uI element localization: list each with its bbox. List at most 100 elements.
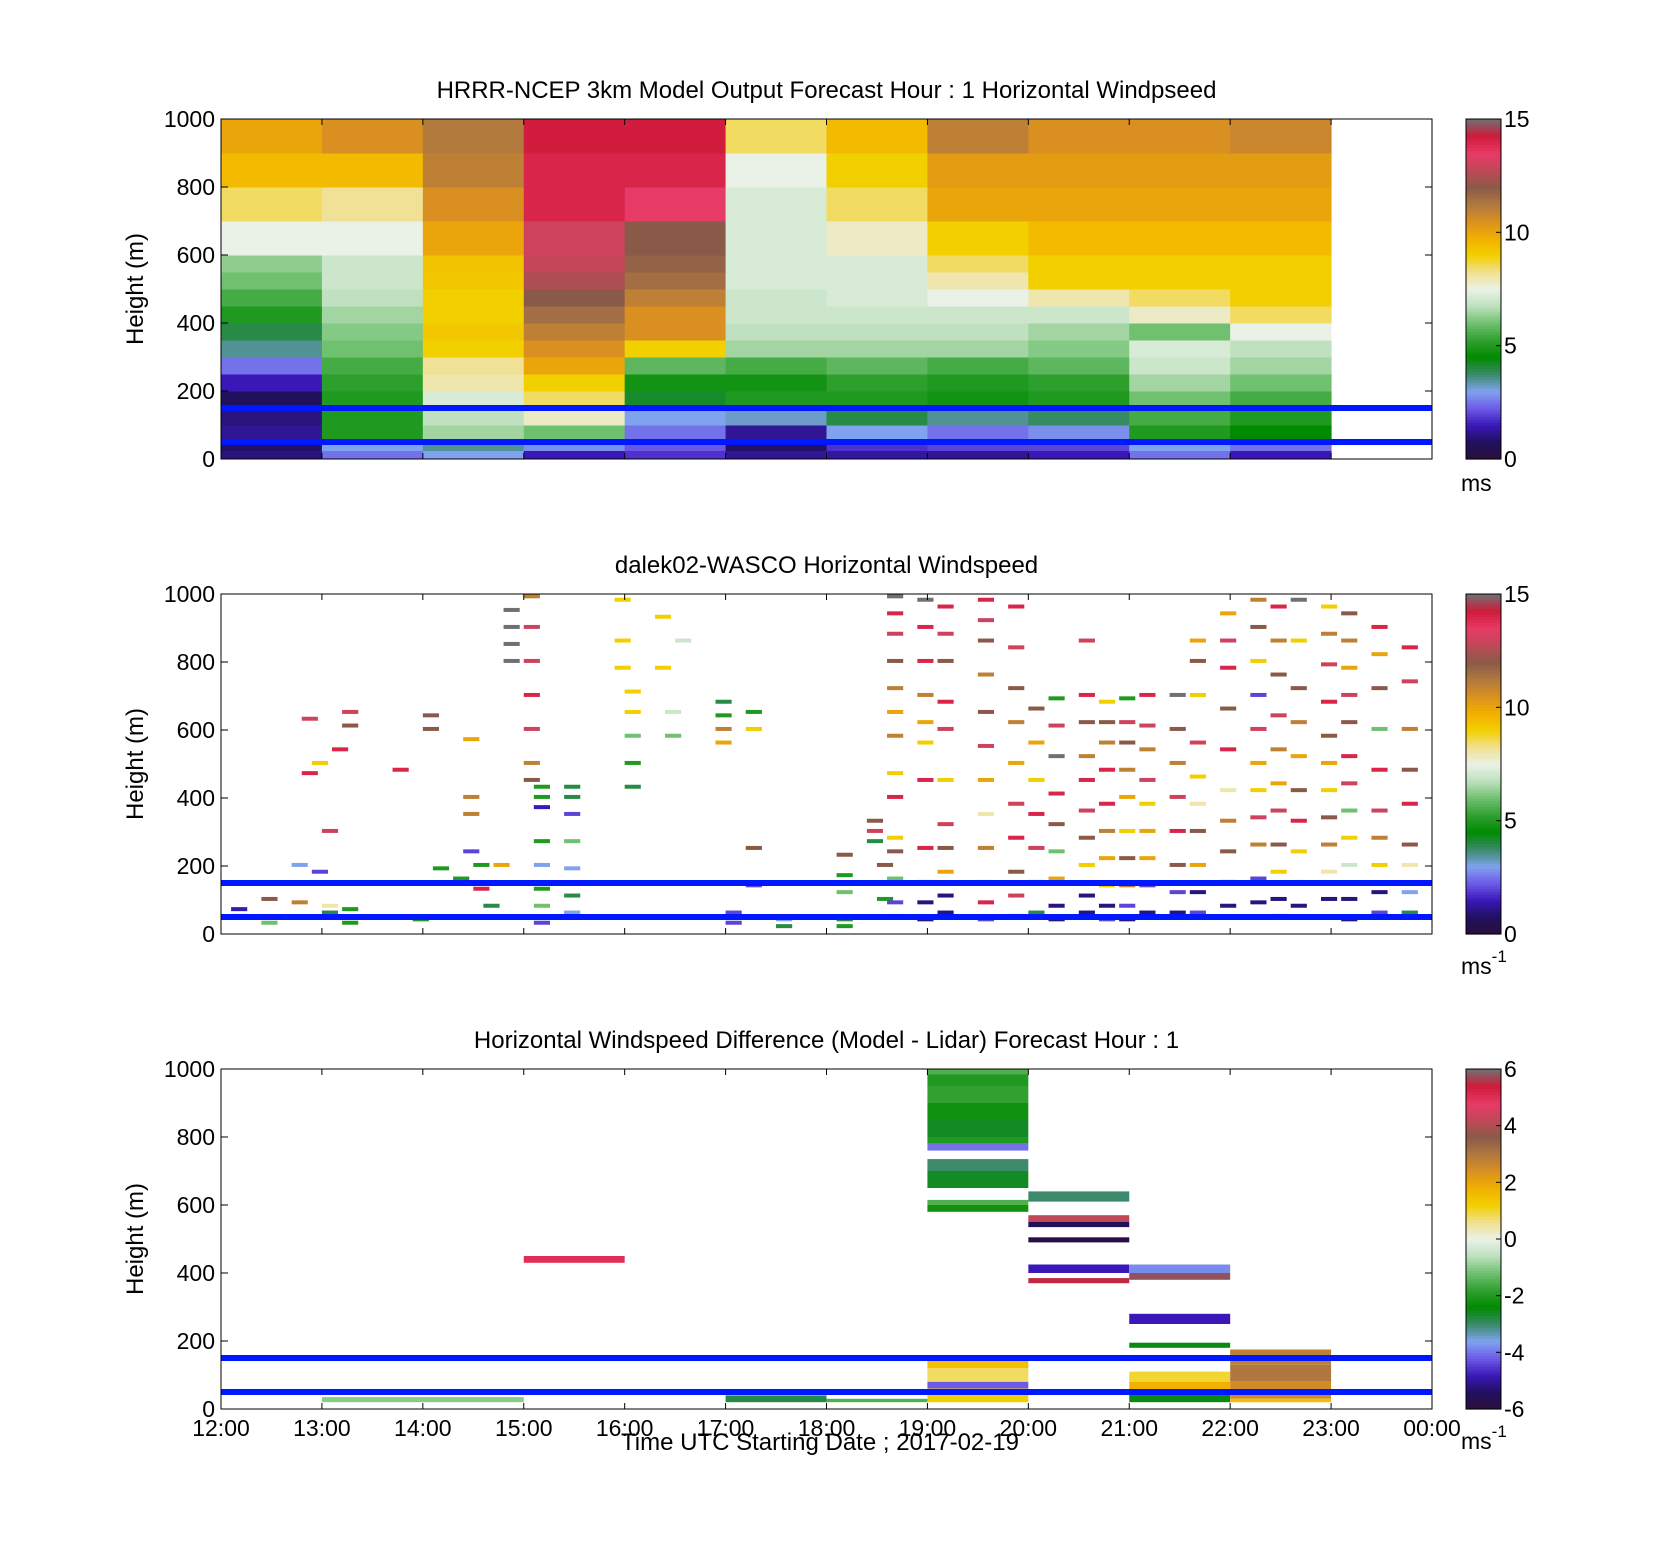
heatmap-cell (927, 1143, 1029, 1151)
colorbar-swatch (1466, 1120, 1501, 1124)
heatmap-cell (1250, 760, 1267, 765)
heatmap-cell (321, 119, 424, 154)
heatmap-cell (1129, 221, 1231, 256)
heatmap-cell (523, 425, 626, 443)
colorbar-swatch (1466, 1386, 1501, 1390)
colorbar-swatch (1466, 633, 1501, 638)
heatmap-cell (523, 340, 626, 358)
colorbar-swatch (1466, 1360, 1501, 1365)
heatmap-cell (1028, 910, 1045, 915)
x-tick-label: 14:00 (394, 1415, 452, 1441)
x-tick-label: 13:00 (293, 1415, 351, 1441)
colorbar-swatch (1466, 781, 1501, 785)
heatmap-cell (1320, 869, 1338, 874)
colorbar-swatch (1466, 758, 1501, 762)
colorbar-swatch (1466, 820, 1501, 825)
heatmap-cell (1169, 828, 1186, 833)
heatmap-cell (291, 900, 308, 905)
colorbar-swatch (1466, 800, 1501, 805)
heatmap-cell (523, 408, 626, 426)
colorbar-swatch (1466, 308, 1501, 313)
heatmap-cell (1169, 862, 1186, 867)
heatmap-cell (1048, 791, 1065, 796)
heatmap-cell (836, 873, 853, 878)
colorbar-swatch (1466, 931, 1501, 935)
heatmap-cell (221, 255, 323, 273)
heatmap-cell (725, 153, 827, 188)
heatmap-cell (1230, 289, 1332, 307)
heatmap-cell (624, 784, 641, 789)
heatmap-cell (1078, 720, 1095, 725)
colorbar-swatch (1466, 871, 1501, 876)
colorbar-swatch (1466, 832, 1501, 836)
colorbar-swatch (1466, 1105, 1501, 1110)
y-tick-label: 200 (177, 1328, 215, 1354)
colorbar-swatch (1466, 340, 1501, 344)
heatmap-cell (1401, 767, 1418, 772)
heatmap-cell (1129, 255, 1231, 273)
heatmap-cell (1401, 801, 1418, 806)
colorbar-swatch (1466, 1380, 1501, 1385)
colorbar-swatch (1466, 670, 1501, 674)
heatmap-cell (1078, 835, 1095, 840)
heatmap-cell (1139, 723, 1156, 728)
colorbar-swatch (1466, 1219, 1501, 1223)
heatmap-cell (533, 839, 550, 844)
heatmap-cell (937, 845, 954, 850)
heatmap-cell (725, 340, 827, 358)
heatmap-cell (1250, 900, 1267, 905)
heatmap-cell (927, 450, 1029, 460)
colorbar-swatch (1466, 866, 1501, 870)
colorbar-swatch (1466, 175, 1501, 180)
y-axis-label: Height (m) (122, 1183, 149, 1295)
heatmap-cell (422, 221, 525, 256)
colorbar-swatch (1466, 1156, 1501, 1161)
colorbar-swatch (1466, 1094, 1501, 1098)
heatmap-cell (1028, 450, 1130, 460)
heatmap-cell (624, 357, 727, 375)
colorbar-swatch (1466, 260, 1501, 265)
heatmap-cell (321, 340, 424, 358)
colorbar-tick-label: 15 (1504, 581, 1530, 607)
heatmap-cell (927, 1171, 1029, 1188)
heatmap-cell (1078, 777, 1095, 782)
colorbar-swatch (1466, 854, 1501, 859)
colorbar-swatch (1466, 1332, 1501, 1336)
y-tick-label: 600 (177, 1192, 215, 1218)
colorbar-tick-label: -2 (1504, 1283, 1524, 1309)
heatmap-cell (422, 272, 525, 290)
colorbar-swatch (1466, 664, 1501, 669)
heatmap-cell (624, 450, 727, 460)
heatmap-cell (503, 641, 520, 646)
heatmap-cell (422, 391, 525, 409)
heatmap-cell (917, 900, 934, 905)
heatmap-cell (937, 910, 954, 915)
heatmap-cell (1129, 323, 1231, 341)
colorbar-swatch (1466, 744, 1501, 748)
heatmap-cell (1129, 425, 1231, 443)
colorbar-swatch (1466, 1301, 1501, 1305)
heatmap-cell (1078, 808, 1095, 813)
colorbar-swatch (1466, 857, 1501, 861)
colorbar-swatch (1466, 696, 1501, 700)
heatmap-cell (937, 726, 954, 731)
heatmap-cell (927, 221, 1029, 256)
heatmap-cell (221, 340, 323, 358)
heatmap-cell (654, 614, 672, 619)
colorbar-swatch (1466, 444, 1501, 449)
colorbar-swatch (1466, 425, 1501, 429)
heatmap-cell (624, 408, 727, 426)
heatmap-cell (826, 340, 928, 358)
colorbar-swatch (1466, 232, 1501, 236)
heatmap-cell (1230, 306, 1332, 324)
colorbar-swatch (1466, 127, 1501, 131)
colorbar-swatch (1466, 747, 1501, 751)
colorbar-swatch (1466, 456, 1501, 460)
colorbar-swatch (1466, 1392, 1501, 1396)
heatmap-cell (826, 272, 928, 290)
heatmap-cell (725, 272, 827, 290)
heatmap-cell (261, 896, 278, 901)
heatmap-cell (1028, 845, 1045, 850)
colorbar-swatch (1466, 144, 1501, 148)
heatmap-cell (826, 221, 928, 256)
